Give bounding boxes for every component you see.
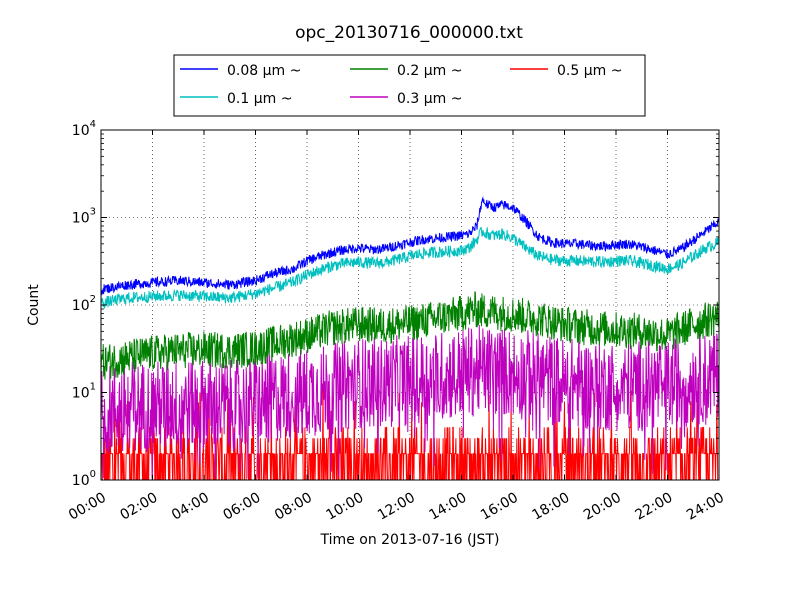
legend-label: 0.08 μm ~ [227, 63, 301, 79]
y-tick-base: 10 [72, 386, 90, 402]
y-tick-base: 10 [72, 123, 90, 139]
series-line-4 [101, 389, 719, 480]
y-tick-exponent: 0 [90, 469, 96, 480]
legend-label: 0.3 μm ~ [397, 91, 462, 107]
y-tick-label: 103 [72, 207, 96, 227]
y-tick-label: 101 [72, 382, 96, 402]
legend-label: 0.5 μm ~ [557, 63, 622, 79]
y-tick-base: 10 [72, 298, 90, 314]
legend-label: 0.1 μm ~ [227, 91, 292, 107]
y-tick-label: 102 [72, 294, 96, 314]
y-tick-label: 100 [72, 469, 96, 489]
series-line-1 [101, 226, 719, 310]
y-tick-exponent: 1 [90, 382, 96, 393]
y-tick-label: 104 [72, 119, 96, 139]
legend-box [173, 54, 646, 117]
y-tick-base: 10 [72, 211, 90, 227]
y-tick-exponent: 2 [90, 294, 96, 305]
axis-ticks [100, 129, 720, 481]
legend: 0.08 μm ~ 0.1 μm ~ 0.2 μm ~ 0.3 μm ~ 0.5 μm … [173, 54, 646, 117]
chart-title: opc_20130716_000000.txt [295, 23, 523, 43]
y-tick-base: 10 [72, 473, 90, 489]
series-line-3 [101, 325, 719, 479]
y-tick-exponent: 3 [90, 207, 96, 218]
y-axis-label: Count [26, 284, 42, 326]
series-line-2 [101, 291, 719, 380]
x-axis-label: Time on 2013-07-16 (JST) [320, 532, 500, 548]
series-layer [101, 196, 719, 480]
y-tick-exponent: 4 [90, 119, 96, 130]
legend-label: 0.2 μm ~ [397, 63, 462, 79]
series-line-0 [101, 196, 719, 296]
